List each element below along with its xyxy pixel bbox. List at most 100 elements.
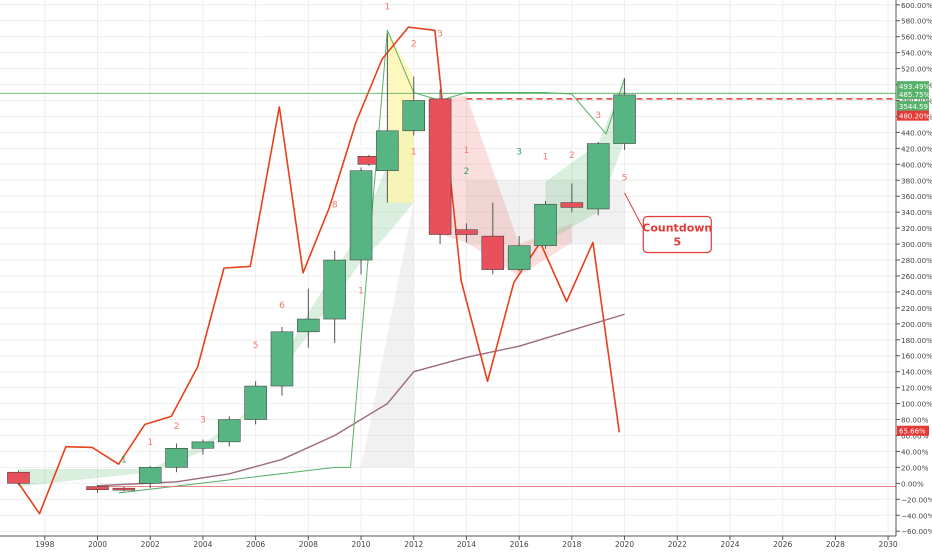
horizontal-levels xyxy=(0,92,896,487)
sequence-label: 3 xyxy=(200,416,206,426)
x-tick-label: 2030 xyxy=(879,540,898,549)
y-tick-label: 40.00% xyxy=(901,447,929,456)
y-tick-label: 160.00% xyxy=(901,352,932,361)
x-tick-label: 2022 xyxy=(668,540,687,549)
candle-body xyxy=(586,143,610,210)
candle-body xyxy=(613,94,636,144)
price-tag-label: 493.49% xyxy=(899,83,930,91)
sequence-label: 2 xyxy=(174,422,180,432)
y-tick-label: 520.00% xyxy=(901,65,932,74)
x-tick-label: 2028 xyxy=(826,540,845,549)
candle-body xyxy=(534,203,557,246)
y-tick-label: 320.00% xyxy=(901,224,932,233)
shaded-green-zone-2 xyxy=(545,78,625,243)
candle-body xyxy=(323,259,346,320)
sequence-label: 3 xyxy=(516,148,522,158)
candle-body xyxy=(297,318,320,333)
y-tick-label: 100.00% xyxy=(901,400,932,409)
callout-title: Countdown xyxy=(642,222,712,235)
sequence-label: 2 xyxy=(411,39,417,49)
sequence-label: 1 xyxy=(121,456,127,466)
sequence-label: 2 xyxy=(569,151,575,161)
x-tick-label: 2006 xyxy=(246,540,265,549)
candle-body xyxy=(7,471,30,484)
price-tag-label: 3544.59 xyxy=(899,103,928,111)
y-tick-label: −20.00% xyxy=(901,495,932,504)
sequence-label: 1 xyxy=(358,287,364,297)
candle-body xyxy=(560,202,584,208)
y-tick-label: 240.00% xyxy=(901,288,932,297)
x-tick-label: 2012 xyxy=(404,540,423,549)
candle-body xyxy=(138,467,162,484)
candle-body xyxy=(112,487,136,491)
y-tick-label: 20.00% xyxy=(901,463,929,472)
sequence-label: 1 xyxy=(411,148,417,158)
candle-body xyxy=(402,100,425,132)
y-tick-label: 300.00% xyxy=(901,240,932,249)
price-tag xyxy=(897,101,929,112)
y-tick-label: −60.00% xyxy=(901,527,932,536)
x-tick-label: 2004 xyxy=(193,540,212,549)
y-tick-label: 60.00% xyxy=(901,432,929,441)
y-tick-label: 580.00% xyxy=(901,17,932,26)
candle-body xyxy=(86,486,109,490)
y-tick-label: 180.00% xyxy=(901,336,932,345)
candle-body xyxy=(165,448,188,468)
y-tick-label: 560.00% xyxy=(901,33,932,42)
sequence-label: 6 xyxy=(279,301,285,311)
y-tick-label: 140.00% xyxy=(901,368,932,377)
candle-body xyxy=(481,235,505,270)
y-tick-label: 480.00% xyxy=(901,97,932,106)
x-tick-label: 2024 xyxy=(720,540,739,549)
x-tick-label: 2000 xyxy=(88,540,107,549)
sequence-label: 5 xyxy=(253,341,259,351)
grid xyxy=(0,0,896,536)
shaded-green-zone xyxy=(18,100,414,487)
y-tick-label: 280.00% xyxy=(901,256,932,265)
sequence-label: 1 xyxy=(147,438,153,448)
price-tag-label: 480.20% xyxy=(899,113,930,121)
moving-average-line xyxy=(97,313,625,487)
candle-body xyxy=(270,331,294,387)
x-tick-label: 2002 xyxy=(141,540,160,549)
y-tick-label: 420.00% xyxy=(901,144,932,153)
candles xyxy=(7,33,636,493)
sequence-label: 2 xyxy=(464,167,470,177)
price-tag xyxy=(897,81,929,92)
shaded-gray-zone xyxy=(361,202,414,468)
sequence-label: 8 xyxy=(332,200,338,210)
x-tick-label: 1998 xyxy=(35,540,54,549)
price-tag xyxy=(897,425,929,436)
callout-number: 5 xyxy=(673,236,681,249)
x-tick-label: 2020 xyxy=(615,540,634,549)
price-tag xyxy=(897,89,929,100)
x-tick-label: 2010 xyxy=(351,540,370,549)
y-tick-label: 400.00% xyxy=(901,160,932,169)
y-tick-label: 340.00% xyxy=(901,208,932,217)
candle-body xyxy=(428,98,452,235)
sequence-label: 5 xyxy=(622,173,628,183)
y-tick-label: 120.00% xyxy=(901,384,932,393)
price-tag-label: 485.75% xyxy=(899,91,930,99)
y-tick-label: 220.00% xyxy=(901,304,932,313)
y-tick-label: 80.00% xyxy=(901,416,929,425)
y-tick-label: 360.00% xyxy=(901,192,932,201)
price-tag-label: 65.66% xyxy=(899,428,926,436)
sequence-label: 1 xyxy=(385,3,391,13)
y-tick-label: 540.00% xyxy=(901,49,932,58)
callout-box xyxy=(642,215,712,254)
sequence-label: 1 xyxy=(543,153,549,163)
x-tick-label: 2026 xyxy=(773,540,792,549)
price-tag xyxy=(897,110,929,121)
candle-body xyxy=(349,170,373,261)
x-tick-label: 2016 xyxy=(510,540,529,549)
y-tick-label: 0.00% xyxy=(901,479,924,488)
y-tick-label: 200.00% xyxy=(901,320,932,329)
candle-body xyxy=(218,419,241,443)
candle-body xyxy=(191,441,215,449)
y-tick-label: 600.00% xyxy=(901,1,932,10)
sequence-label: 1 xyxy=(464,146,470,156)
